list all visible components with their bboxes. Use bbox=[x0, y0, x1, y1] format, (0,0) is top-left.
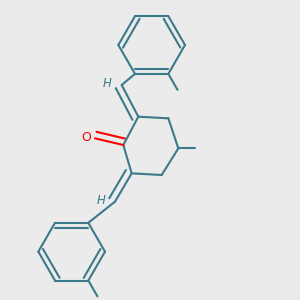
Text: H: H bbox=[97, 194, 105, 206]
Text: O: O bbox=[82, 131, 92, 144]
Text: H: H bbox=[102, 77, 111, 90]
